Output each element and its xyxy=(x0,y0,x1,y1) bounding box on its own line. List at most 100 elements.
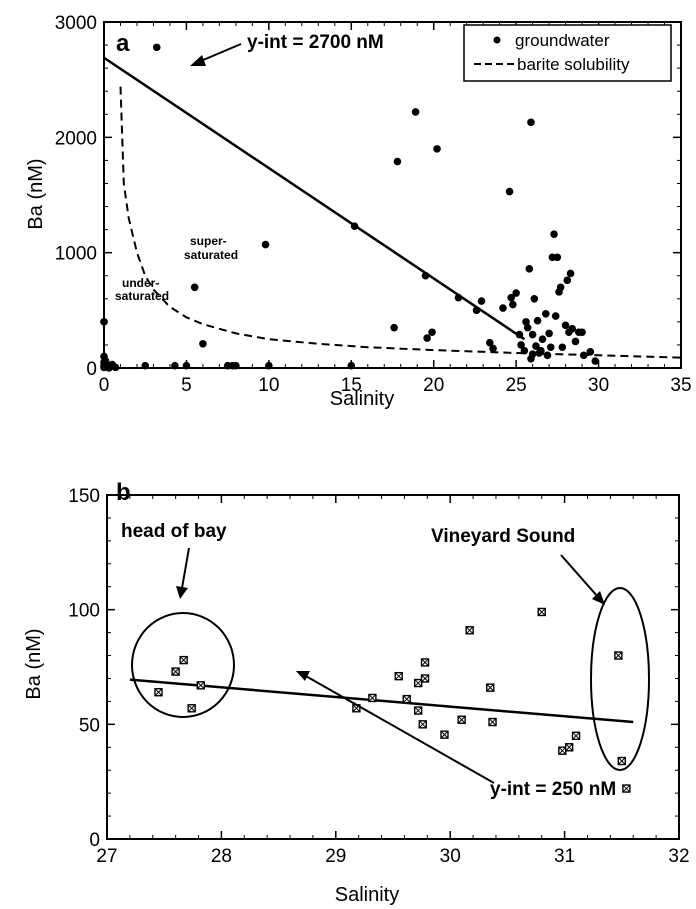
data-point xyxy=(368,693,377,703)
y-tick-label: 50 xyxy=(79,715,100,736)
data-point xyxy=(563,276,572,285)
y-tick-label: 100 xyxy=(68,601,100,622)
data-point xyxy=(568,324,576,333)
panel-b: 27 28 29 30 31 32 0 50 100 150 b Salinity Ba (nM… xyxy=(23,479,690,906)
y-tick-label: 1000 xyxy=(55,244,97,265)
axis-ticks xyxy=(103,21,682,369)
data-point xyxy=(528,350,537,358)
vineyard-sound-arrowhead xyxy=(592,591,605,605)
head-of-bay-arrow xyxy=(181,547,190,589)
data-point xyxy=(515,330,524,339)
data-point xyxy=(420,674,430,683)
x-tick-label: 35 xyxy=(670,375,691,396)
data-point xyxy=(486,683,495,692)
y-axis-label: Ba (nM) xyxy=(25,158,47,229)
x-tick-label: 32 xyxy=(668,846,689,867)
y-tick-label: 150 xyxy=(68,486,100,507)
data-point xyxy=(564,743,574,752)
data-point xyxy=(543,351,552,360)
y-intercept-annotation: y-int = 2700 nM xyxy=(247,32,384,53)
data-point xyxy=(423,334,431,342)
barite-solubility-path xyxy=(119,86,682,359)
data-point xyxy=(393,157,402,166)
head-of-bay-circle xyxy=(131,612,235,718)
data-point xyxy=(542,309,550,318)
data-point xyxy=(489,344,497,353)
y-tick-labels: 0 50 100 150 xyxy=(68,486,100,851)
barite-solubility-curve xyxy=(119,86,682,359)
data-point xyxy=(571,731,581,740)
data-point xyxy=(179,655,188,665)
panel-letter: b xyxy=(116,479,131,506)
data-point xyxy=(571,337,580,346)
x-tick-label: 10 xyxy=(258,375,279,396)
data-point xyxy=(190,283,199,292)
regression-line-segment xyxy=(103,56,526,341)
data-point xyxy=(454,293,463,302)
data-point xyxy=(537,607,546,617)
data-point xyxy=(413,678,423,688)
x-tick-label: 5 xyxy=(181,375,192,396)
x-tick-label: 27 xyxy=(96,846,117,867)
data-point xyxy=(522,318,530,326)
super-label: super- xyxy=(190,234,227,248)
data-point xyxy=(551,312,560,320)
y-intercept-arrowhead xyxy=(296,671,310,681)
legend: groundwater barite solubility xyxy=(463,24,672,82)
data-point xyxy=(561,321,570,330)
data-point xyxy=(421,271,430,280)
data-point xyxy=(517,341,525,349)
data-point xyxy=(537,346,545,355)
y-intercept-arrow xyxy=(303,674,495,784)
data-point xyxy=(528,330,537,339)
plot-frame xyxy=(106,494,680,840)
legend-groundwater: groundwater xyxy=(515,31,610,50)
x-tick-label: 30 xyxy=(588,375,609,396)
x-tick-labels: 27 28 29 30 31 32 xyxy=(96,846,689,867)
groundwater-points xyxy=(100,43,600,372)
x-tick-label: 15 xyxy=(341,375,362,396)
data-point xyxy=(420,658,430,667)
data-point xyxy=(390,323,398,332)
y-tick-labels: 0 1000 2000 3000 xyxy=(55,13,97,380)
y-tick-label: 0 xyxy=(89,830,100,851)
data-point xyxy=(578,328,586,337)
data-point xyxy=(433,145,441,153)
y-axis-label: Ba (nM) xyxy=(23,628,45,699)
data-point xyxy=(538,335,547,343)
y-intercept-annotation: y-int = 250 nM xyxy=(490,779,616,800)
data-point xyxy=(505,187,514,196)
data-point xyxy=(509,300,517,309)
data-point xyxy=(472,306,481,315)
data-point xyxy=(171,667,180,676)
data-point xyxy=(617,756,626,766)
data-point xyxy=(533,316,542,325)
data-point xyxy=(411,108,420,116)
regression-line xyxy=(129,678,634,724)
data-point xyxy=(413,706,423,715)
under-saturated-label: saturated xyxy=(115,289,169,303)
data-point xyxy=(579,351,588,360)
data-point xyxy=(530,295,539,303)
head-of-bay-label: head of bay xyxy=(121,521,227,542)
vineyard-sound-label: Vineyard Sound xyxy=(431,526,575,547)
data-point xyxy=(499,304,507,312)
data-point xyxy=(532,342,540,350)
saturated-label: saturated xyxy=(184,248,238,262)
x-axis-label: Salinity xyxy=(330,388,394,410)
sample-points xyxy=(154,607,631,793)
x-tick-label: 25 xyxy=(506,375,527,396)
legend-marker-groundwater xyxy=(493,36,501,44)
x-tick-labels: 0 5 10 15 20 25 30 35 xyxy=(99,375,692,396)
data-point xyxy=(550,230,558,239)
data-point xyxy=(586,348,595,356)
data-point xyxy=(154,688,163,697)
y-tick-label: 0 xyxy=(86,359,97,380)
data-point xyxy=(558,746,567,755)
vineyard-sound-ellipse xyxy=(590,587,650,771)
x-tick-label: 30 xyxy=(440,846,461,867)
y-intercept-arrowhead xyxy=(190,55,206,66)
x-axis-label: Salinity xyxy=(335,884,399,906)
x-tick-label: 20 xyxy=(423,375,444,396)
